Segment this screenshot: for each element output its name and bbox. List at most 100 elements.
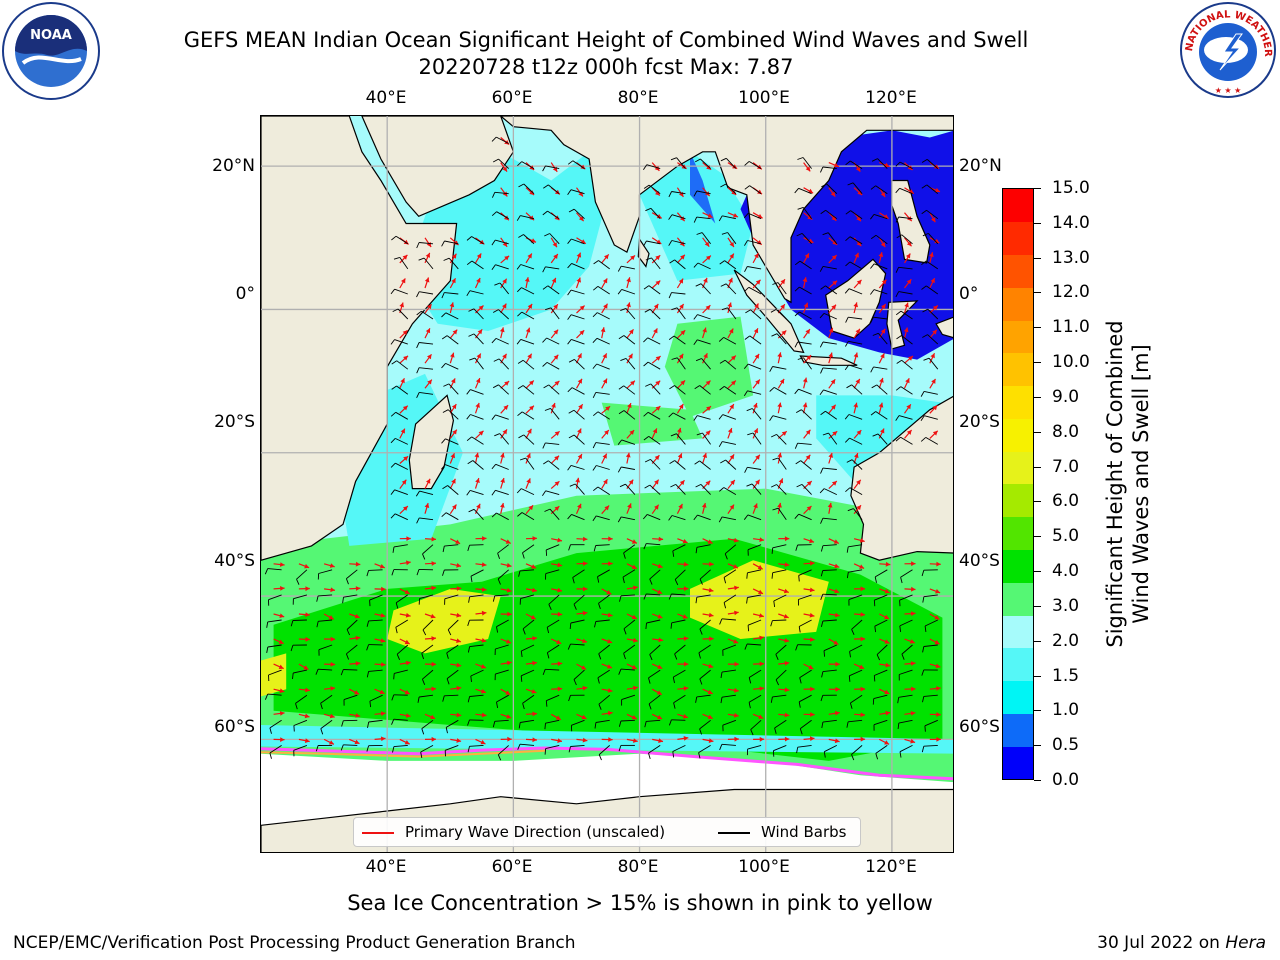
lat-tick-right-3: 20°S [959, 412, 1000, 432]
wind-barb-flag [724, 553, 728, 560]
wind-barb-staff [775, 309, 787, 320]
wind-barb-staff [571, 262, 585, 270]
wave-direction-arrowhead [505, 690, 511, 695]
wave-direction-arrowhead [603, 303, 608, 309]
wind-barb-flag [795, 544, 799, 551]
wind-barb-flag [746, 483, 753, 487]
wind-barb-flag [568, 409, 575, 414]
wind-barb-flag [543, 184, 549, 189]
wave-direction-arrowhead [802, 402, 808, 408]
wind-barb-flag [668, 515, 673, 521]
wind-barb-staff [725, 459, 737, 470]
wind-barb-staff [649, 644, 661, 655]
wind-barb-flag [543, 460, 549, 465]
sea-ice-caption: Sea Ice Concentration > 15% is shown in … [347, 891, 933, 915]
wind-barb-staff [444, 594, 459, 600]
wave-direction-arrowhead [328, 615, 334, 620]
wave-direction-arrowhead [502, 166, 507, 172]
wave-direction-arrowhead [477, 329, 483, 335]
wind-barb-staff [723, 337, 737, 345]
wind-barb-flag [922, 646, 925, 653]
wind-barb-flag [769, 366, 773, 372]
wind-barb-staff [848, 414, 863, 420]
wind-barb-staff [651, 257, 661, 270]
wave-direction-arrowhead [554, 380, 560, 386]
wave-direction-arrowhead [831, 481, 837, 486]
wind-barb-staff [673, 335, 686, 345]
wind-barb-staff [522, 694, 535, 704]
wind-barb-flag [671, 357, 678, 360]
wind-barb-flag [744, 643, 748, 650]
lon-tick-top-2: 60°E [491, 88, 533, 108]
wind-barb-staff [675, 484, 686, 495]
wind-barb-staff [798, 694, 812, 703]
wind-barb-flag [366, 620, 370, 627]
wave-direction-arrowhead [400, 378, 405, 384]
wind-barb-flag [592, 337, 598, 344]
wind-barb-staff [899, 161, 913, 169]
wind-barb-flag [773, 600, 776, 608]
wave-direction-arrowhead [578, 216, 584, 222]
wind-barb-flag [266, 646, 269, 653]
map-legend: Primary Wave Direction (unscaled) Wind B… [353, 817, 861, 847]
wind-barb-flag [695, 597, 698, 604]
wind-barb-staff [676, 157, 686, 169]
wave-direction-arrowhead [909, 639, 915, 644]
wave-direction-arrowhead [755, 379, 760, 385]
wind-barb-staff [444, 464, 459, 470]
wind-barb-staff [648, 745, 661, 754]
wind-barb-staff [674, 259, 686, 270]
wind-barb-flag [848, 675, 851, 682]
colorbar-label-line1: Significant Height of Combined [1103, 320, 1127, 648]
wind-barb-staff [598, 644, 610, 655]
wind-barb-staff [622, 569, 636, 578]
wind-barb-flag [668, 292, 672, 299]
wind-barb-staff [924, 415, 938, 420]
wind-barb-flag [924, 725, 926, 732]
wind-barb-staff [444, 544, 459, 547]
wind-barb-staff [621, 265, 635, 270]
wind-barb-staff [570, 619, 585, 624]
wind-barb-flag [648, 703, 652, 710]
wave-direction-arrowhead [480, 739, 486, 745]
wave-direction-arrowhead [629, 329, 634, 335]
wind-barb-flag [542, 442, 546, 449]
wind-barb-staff [674, 460, 686, 470]
wind-barb-flag [567, 263, 572, 269]
wind-barb-flag [794, 286, 800, 292]
wind-barb-staff [777, 507, 787, 520]
wave-direction-arrowhead [884, 689, 890, 695]
wind-barb-staff [849, 669, 863, 677]
colorbar-tick-mark [1034, 396, 1041, 398]
wind-barb-staff [571, 338, 585, 345]
wind-barb-flag [567, 189, 572, 195]
wave-direction-arrowhead [576, 252, 582, 258]
wind-barb-flag [900, 577, 903, 584]
wind-barb-flag [390, 288, 395, 295]
wind-barb-staff [570, 643, 585, 646]
wind-barb-flag [470, 675, 472, 682]
wave-direction-arrowhead [583, 561, 588, 566]
wind-barb-flag [870, 185, 876, 190]
wind-barb-flag [496, 701, 499, 708]
wave-direction-arrowhead [932, 329, 937, 335]
wind-barb-staff [549, 233, 560, 245]
wind-barb-staff [747, 619, 762, 626]
sea-ice-edge-high [261, 749, 545, 758]
wind-barb-staff [521, 669, 535, 677]
wave-direction-arrowhead [784, 536, 790, 542]
wave-direction-arrowhead [880, 428, 885, 434]
wind-barb-staff [802, 207, 812, 219]
wind-barb-staff [898, 415, 913, 420]
wave-direction-arrowhead [856, 479, 861, 485]
wind-barb-flag [797, 206, 804, 210]
colorbar-segment [1003, 647, 1033, 682]
wave-direction-arrowhead [802, 377, 808, 383]
wind-barb-staff [776, 333, 787, 345]
wave-direction-arrowhead [475, 378, 481, 384]
wind-barb-staff [522, 385, 535, 395]
wind-barb-staff [924, 390, 938, 395]
wind-barb-flag [668, 214, 673, 220]
wave-direction-arrowhead [481, 712, 487, 718]
wind-barb-staff [925, 437, 939, 445]
